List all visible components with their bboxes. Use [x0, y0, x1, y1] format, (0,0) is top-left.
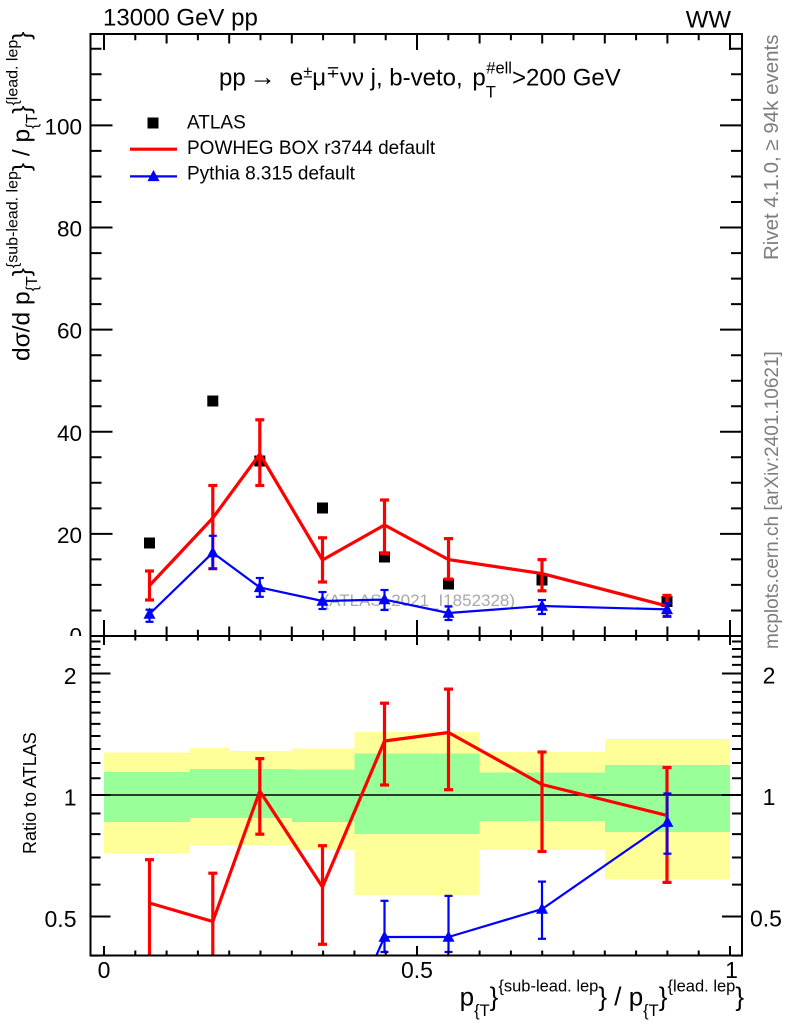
svg-text:(ATLAS_2021_I1852328): (ATLAS_2021_I1852328)	[324, 591, 516, 610]
svg-text:0.5: 0.5	[45, 906, 77, 932]
svg-text:WW: WW	[686, 7, 732, 34]
svg-text:100: 100	[44, 114, 82, 139]
svg-text:ATLAS: ATLAS	[187, 113, 246, 134]
svg-text:1: 1	[763, 784, 776, 810]
svg-text:0.5: 0.5	[401, 957, 433, 983]
svg-text:0.5: 0.5	[750, 906, 782, 932]
svg-text:13000 GeV pp: 13000 GeV pp	[103, 5, 258, 32]
svg-text:1: 1	[64, 785, 77, 811]
svg-text:2: 2	[763, 663, 776, 689]
svg-text:0: 0	[98, 957, 111, 983]
svg-text:40: 40	[57, 421, 82, 446]
svg-text:mcplots.cern.ch [arXiv:2401.10: mcplots.cern.ch [arXiv:2401.10621]	[762, 351, 783, 649]
svg-text:60: 60	[57, 319, 82, 344]
svg-text:Rivet 4.1.0, ≥ 94k events: Rivet 4.1.0, ≥ 94k events	[760, 35, 783, 260]
svg-text:20: 20	[57, 523, 82, 548]
svg-text:POWHEG BOX r3744 default: POWHEG BOX r3744 default	[187, 138, 436, 159]
svg-text:Ratio to ATLAS: Ratio to ATLAS	[20, 732, 40, 854]
svg-text:2: 2	[64, 663, 77, 689]
svg-text:1: 1	[725, 957, 738, 983]
svg-text:Pythia 8.315 default: Pythia 8.315 default	[187, 164, 356, 185]
svg-text:80: 80	[57, 217, 82, 242]
